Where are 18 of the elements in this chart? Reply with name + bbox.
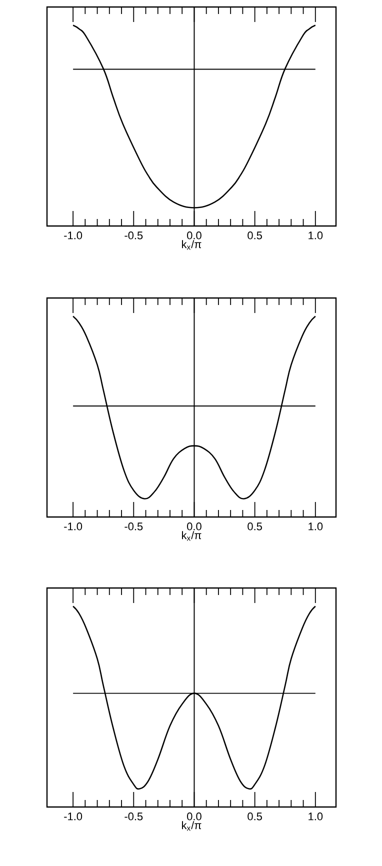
x-axis-title: k$_{x}$/π <box>182 240 202 250</box>
x-tick-label: -0.5 <box>124 232 143 240</box>
x-tick-label: 1.0 <box>308 812 323 820</box>
x-tick-label: -1.0 <box>64 522 82 530</box>
x-tick-label: -0.5 <box>124 522 143 530</box>
x-tick-label: -1.0 <box>64 232 82 240</box>
x-tick-label: 1.0 <box>308 522 323 530</box>
x-tick-label: 0.5 <box>248 232 262 240</box>
x-tick-label: -1.0 <box>64 812 82 820</box>
x-tick-label: 0.0 <box>187 522 202 530</box>
x-axis-title: k$_{x}$/π <box>182 531 202 541</box>
x-tick-label: 1.0 <box>308 232 323 240</box>
x-tick-label: 0.5 <box>248 522 262 530</box>
x-tick-label: 0.0 <box>187 812 202 820</box>
x-tick-label: -0.5 <box>124 812 143 820</box>
x-axis-title: k$_{x}$/π <box>182 821 202 831</box>
x-tick-label: 0.0 <box>187 232 202 240</box>
x-tick-label: 0.5 <box>248 812 262 820</box>
